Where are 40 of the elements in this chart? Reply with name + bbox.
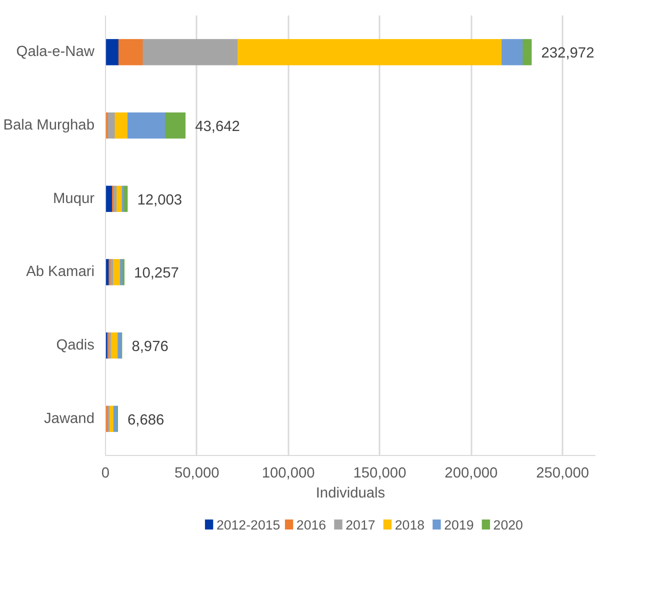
legend-label: 2012-2015 [216,518,280,532]
legend-label: 2016 [296,518,326,532]
bar [124,186,128,212]
bar [165,112,186,139]
y-tick-label: Qala-e-Naw [16,44,95,60]
bar [238,39,502,66]
x-axis-title: Individuals [316,486,386,502]
total-label: 6,686 [128,412,164,428]
y-tick-label: Ab Kamari [26,264,95,280]
total-label: 12,003 [137,192,182,208]
bar [108,112,116,139]
bar [118,332,122,359]
x-tick-label: 100,000 [262,466,315,482]
bar [114,112,128,139]
x-tick-label: 200,000 [444,466,498,482]
bar [110,406,114,432]
bar [142,39,238,66]
total-label: 43,642 [195,119,240,135]
bar [106,39,119,66]
x-tick-label: 0 [101,466,110,482]
bar [116,186,122,212]
x-tick-label: 250,000 [536,466,590,482]
y-tick-label: Bala Murghab [3,118,95,134]
x-tick-label: 150,000 [353,466,406,482]
legend-label: 2020 [493,518,523,532]
y-tick-label: Muqur [52,190,95,207]
bar [502,39,524,66]
bar [128,112,166,139]
legend-label: 2017 [346,518,376,532]
bar [522,39,532,66]
total-label: 8,976 [132,339,168,355]
bar [118,39,144,66]
legend-label: 2019 [444,518,474,532]
total-label: 232,972 [541,46,594,62]
legend-label: 2018 [394,518,425,532]
total-label: 10,257 [134,266,179,282]
bar [113,259,121,286]
y-tick-label: Jawand [44,410,95,427]
x-tick-label: 50,000 [174,466,220,482]
y-tick-label: Qadis [56,338,95,354]
